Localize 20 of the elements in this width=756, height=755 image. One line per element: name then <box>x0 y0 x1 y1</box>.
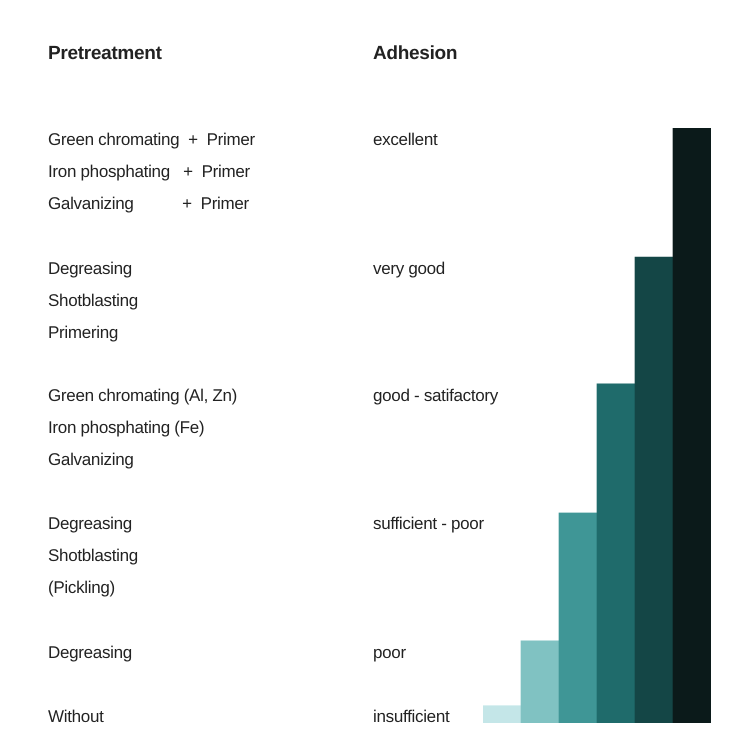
bar <box>520 640 560 723</box>
bar <box>483 705 522 723</box>
bar <box>596 384 636 723</box>
text: Degreasing Shotblasting (Pickling) <box>48 513 138 599</box>
text: Degreasing <box>48 642 132 664</box>
text: Adhesion <box>373 42 458 66</box>
bar <box>672 128 711 723</box>
bar <box>558 512 598 723</box>
text: excellent <box>373 129 438 151</box>
text: Without <box>48 706 104 728</box>
annotation: sufficient - poor <box>373 513 484 535</box>
bar <box>634 256 674 723</box>
text: Degreasing Shotblasting Primering <box>48 258 138 344</box>
text: Green chromating (Al, Zn) Iron phosphating (Fe) Galvanizing <box>48 385 238 471</box>
annotation: good - satifactory <box>373 385 498 407</box>
text: Pretreatment <box>48 42 162 66</box>
text: insufficient <box>373 706 450 728</box>
text: Green chromating + Primer Iron phosphating + Primer Galvanizing + Primer <box>48 129 255 215</box>
text: poor <box>373 642 406 664</box>
text: very good <box>373 258 445 280</box>
